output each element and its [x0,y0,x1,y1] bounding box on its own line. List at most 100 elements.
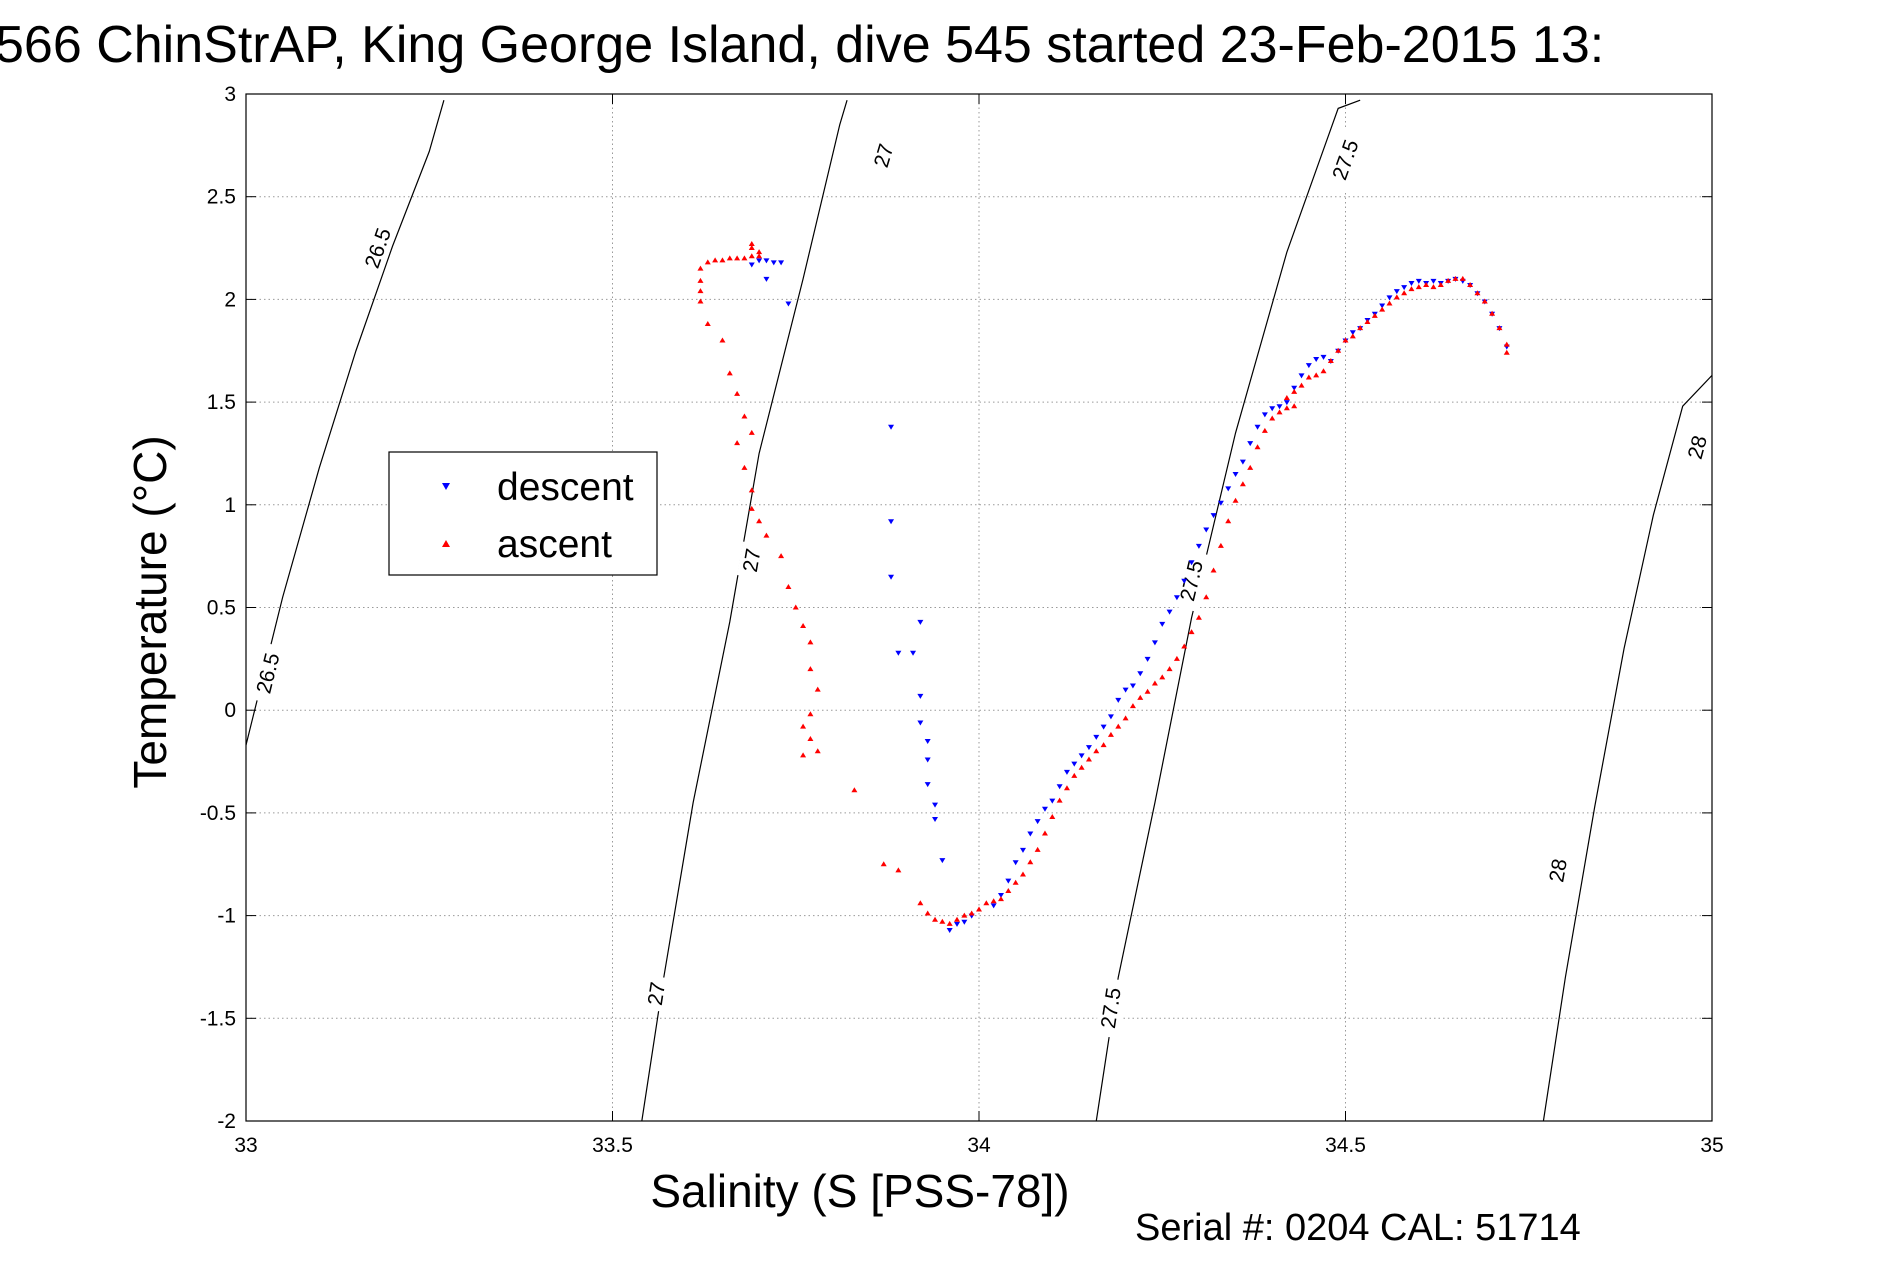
ascent-point [748,429,755,435]
ascent-point [1210,567,1217,573]
ascent-point [704,259,711,265]
ascent-point [1012,879,1019,885]
x-tick-label: 34 [967,1134,991,1157]
y-tick-label: 1 [224,494,236,517]
ascent-point [1247,464,1254,470]
ascent-point [748,505,755,511]
descent-point [1386,295,1393,301]
ascent-point [1276,409,1283,415]
ascent-point [1474,290,1481,296]
descent-point [990,903,997,909]
contour-label-bg [1094,977,1128,1039]
descent-point [785,301,792,307]
ascent-point [961,912,968,918]
descent-point [1415,278,1422,284]
descent-point [917,619,924,625]
ascent-point [1049,814,1056,820]
ascent-point [719,257,726,263]
ascent-point [1496,325,1503,331]
legend-box [388,451,658,576]
ascent-point [1166,666,1173,672]
descent-point [778,260,785,266]
ascent-point [983,900,990,906]
descent-point [1151,640,1158,646]
descent-point [756,258,763,264]
legend-descent-marker [442,483,450,490]
descent-point [924,782,931,788]
descent-point [1049,798,1056,804]
ascent-point [1342,337,1349,343]
ascent-point [697,298,704,304]
descent-point [1254,424,1261,430]
ascent-point [814,748,821,754]
ascent-point [800,752,807,758]
ascent-point [1115,723,1122,729]
descent-point [1166,609,1173,615]
ascent-point [1415,284,1422,290]
density-contour-27 [641,99,848,1122]
ascent-point [1107,731,1114,737]
descent-point [1078,753,1085,759]
ascent-point [1027,859,1034,865]
ascent-point [1173,655,1180,661]
ascent-point [968,910,975,916]
ascent-point [851,787,858,793]
x-tick-label: 35 [1700,1134,1723,1157]
ascent-point [1503,341,1510,347]
contour-label-bg [1324,128,1367,192]
contour-label: 28 [1545,857,1572,884]
descent-point [1276,404,1283,410]
descent-point [1027,831,1034,837]
descent-point [763,258,770,264]
descent-point [961,919,968,925]
descent-point [748,262,755,268]
ascent-point [748,240,755,246]
descent-point [1129,683,1136,689]
data-series [697,240,1510,933]
ascent-point [1320,368,1327,374]
serial-cal-footer: Serial #: 0204 CAL: 51714 [1135,1207,1581,1249]
descent-point [1313,356,1320,362]
descent-point [1217,500,1224,506]
ascent-point [1481,298,1488,304]
contour-label-bg [737,541,767,580]
ascent-point [939,918,946,924]
descent-point [924,757,931,763]
ascent-point [1239,481,1246,487]
y-tick-label: 1.5 [207,391,236,414]
ascent-point [924,910,931,916]
ascent-point [1283,405,1290,411]
density-contour-26.5 [245,99,445,746]
density-contour-27.5 [1095,99,1361,1122]
descent-point [1188,560,1195,566]
descent-point [1137,671,1144,677]
ascent-point [763,532,770,538]
ascent-point [741,255,748,261]
y-tick-label: -2 [217,1110,236,1133]
ascent-point [734,255,741,261]
descent-point [1093,734,1100,740]
ascent-point [1225,518,1232,524]
ascent-point [1232,497,1239,503]
y-tick-label: 0 [224,699,236,722]
ascent-point [1467,282,1474,288]
ascent-point [748,245,755,251]
ascent-point [976,906,982,912]
series-ascent [697,240,1510,926]
ascent-point [1093,748,1100,754]
ascent-point [1100,742,1107,748]
ascent-point [800,622,807,628]
ascent-point [1371,312,1378,318]
ascent-point [932,916,939,922]
contour-label-bg [1543,851,1573,890]
chart-title: 566 ChinStrAP, King George Island, dive … [0,16,1604,74]
ascent-point [748,487,755,493]
ascent-point [697,265,704,271]
descent-point [1291,385,1298,391]
ascent-point [1357,325,1364,331]
descent-point [888,519,895,525]
series-descent [748,258,1510,933]
descent-point [932,817,939,823]
ascent-point [785,583,792,589]
ascent-point [1437,282,1444,288]
